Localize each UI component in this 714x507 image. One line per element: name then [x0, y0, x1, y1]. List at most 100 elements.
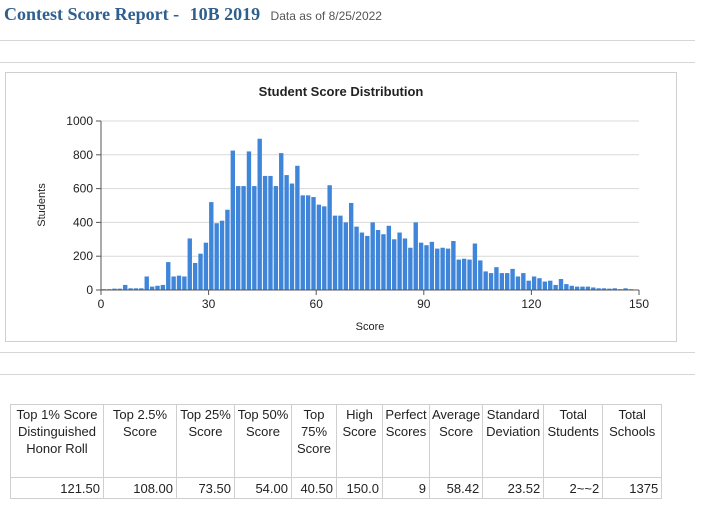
x-tick-label: 60: [310, 297, 324, 311]
histogram-bar: [375, 230, 381, 290]
x-tick-label: 150: [629, 297, 649, 311]
histogram-bar: [505, 273, 510, 290]
histogram-bar: [558, 279, 564, 290]
top75-score-value: 40.50: [291, 477, 337, 499]
stats-table: Top 1% Score Distinguished Honor Roll To…: [10, 404, 663, 499]
histogram-bar: [591, 287, 596, 290]
histogram-bar: [408, 247, 413, 290]
chart-title: Student Score Distribution: [259, 84, 424, 99]
col-top75-score: Top 75% Score: [291, 404, 337, 478]
col-average-score: Average Score: [428, 404, 484, 478]
histogram-bar: [139, 288, 144, 290]
histogram-bar: [413, 222, 418, 290]
histogram-bar: [219, 220, 225, 290]
histogram-bar: [311, 197, 316, 290]
histogram-bar: [322, 206, 327, 290]
top1-score-value: 121.50: [10, 477, 104, 499]
col-total-students: Total Students: [543, 404, 604, 478]
report-header: Contest Score Report - 10B 2019 Data as …: [4, 4, 382, 25]
histogram-bar: [585, 286, 591, 290]
histogram-bar: [467, 259, 472, 290]
histogram-bar: [548, 280, 553, 290]
histogram-bar: [252, 186, 257, 290]
histogram-bar: [456, 259, 461, 290]
histogram-bar: [397, 232, 402, 290]
perfect-scores-value: 9: [382, 477, 430, 499]
histogram-bar: [230, 150, 235, 290]
histogram-bar: [553, 284, 558, 290]
histogram-bar: [123, 284, 128, 290]
top2p5-score-value: 108.00: [103, 477, 177, 499]
histogram-bar: [305, 195, 311, 290]
histogram-bar: [273, 186, 279, 290]
divider: [0, 352, 695, 353]
histogram-bar: [289, 183, 295, 290]
col-total-schools: Total Schools: [602, 404, 663, 478]
y-tick-label: 1000: [66, 114, 93, 128]
x-tick-label: 0: [98, 297, 105, 311]
col-high-score: High Score: [336, 404, 383, 478]
histogram-bar: [176, 275, 182, 290]
histogram-bar: [187, 238, 192, 290]
histogram-bar: [241, 186, 246, 290]
divider: [0, 62, 695, 63]
histogram-bar: [381, 234, 386, 290]
histogram-bar: [418, 242, 424, 290]
histogram-bar: [166, 262, 171, 290]
histogram-bar: [343, 222, 348, 290]
average-score-value: 58.42: [428, 477, 484, 499]
histogram-bar: [483, 271, 488, 290]
histogram-bar: [569, 285, 574, 290]
chart-panel: Student Score Distribution 0 200 400 600 800…: [5, 72, 677, 342]
histogram-bar: [526, 280, 531, 290]
histogram-bar: [192, 262, 198, 290]
y-axis-label: Students: [36, 183, 48, 227]
histogram-bar: [316, 204, 322, 290]
divider: [0, 40, 695, 41]
histogram-bar: [596, 288, 601, 290]
total-schools-value: 1375: [602, 477, 663, 499]
x-tick-label: 90: [417, 297, 431, 311]
histogram-bar: [429, 241, 435, 290]
histogram-bar: [338, 215, 343, 290]
histogram-bar: [295, 165, 300, 290]
histogram-bars: [101, 138, 639, 290]
histogram-bar: [612, 288, 617, 290]
col-perfect-scores: Perfect Scores: [382, 404, 430, 478]
histogram-bar: [499, 273, 504, 290]
histogram-bar: [117, 288, 123, 290]
y-tick-label: 0: [86, 283, 93, 297]
standard-deviation-value: 23.52: [482, 477, 545, 499]
histogram-bar: [327, 185, 332, 290]
stats-value-row: 121.50 108.00 73.50 54.00 40.50 150.0 9 …: [10, 477, 663, 499]
histogram-bar: [451, 240, 456, 290]
histogram-bar: [488, 273, 494, 290]
histogram-bar: [203, 242, 209, 290]
histogram-bar: [279, 153, 284, 290]
divider: [0, 374, 695, 375]
total-students-value: 2~~2: [543, 477, 604, 499]
histogram-bar: [515, 276, 521, 290]
histogram-bar: [149, 286, 155, 290]
high-score-value: 150.0: [336, 477, 383, 499]
report-title: Contest Score Report -: [4, 4, 180, 24]
histogram-bar: [472, 243, 478, 290]
x-tick-label: 120: [521, 297, 541, 311]
histogram-bar: [445, 248, 451, 290]
axes: 0 200 400 600 800 1000 0 30 60 90 120 150: [66, 114, 649, 311]
histogram-bar: [580, 286, 585, 290]
y-tick-label: 400: [73, 215, 93, 229]
col-top1-score: Top 1% Score Distinguished Honor Roll: [10, 404, 104, 478]
histogram-bar: [386, 225, 392, 290]
histogram-bar: [424, 245, 429, 290]
histogram-bar: [392, 239, 397, 290]
histogram-bar: [537, 278, 542, 290]
histogram-bar: [284, 175, 289, 290]
histogram-bar: [112, 288, 117, 290]
histogram-bar: [268, 175, 273, 290]
histogram-bar: [402, 238, 408, 290]
histogram-bar: [521, 273, 526, 290]
histogram-bar: [209, 202, 214, 290]
top25-score-value: 73.50: [176, 477, 235, 499]
histogram-bar: [300, 195, 305, 290]
